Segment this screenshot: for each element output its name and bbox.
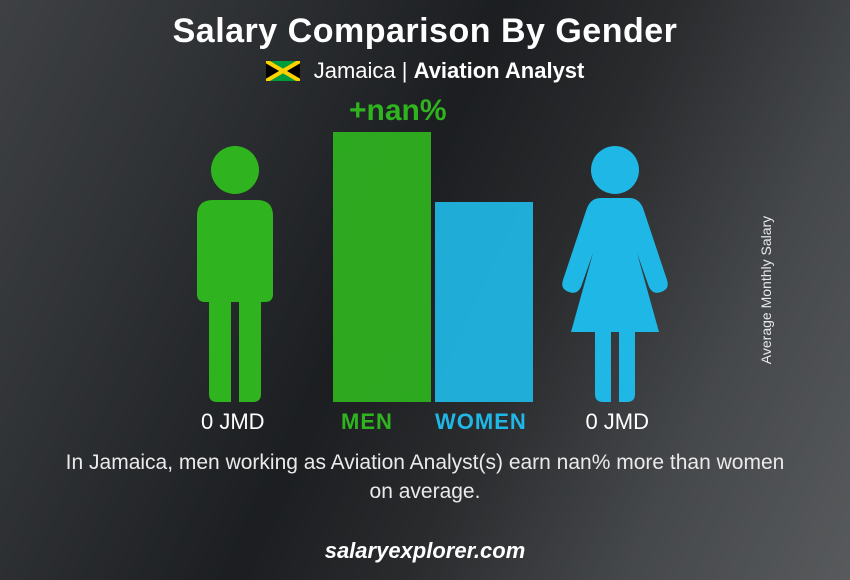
- men-label: MEN: [341, 409, 393, 435]
- separator: |: [396, 58, 414, 83]
- bar-men: [333, 132, 431, 402]
- role-label: Aviation Analyst: [414, 58, 585, 83]
- woman-icon: [555, 142, 675, 402]
- page-title: Salary Comparison By Gender: [0, 12, 850, 51]
- subtitle: Jamaica | Aviation Analyst: [0, 58, 850, 84]
- footer-brand: salaryexplorer.com: [0, 538, 850, 564]
- bar-women: [435, 202, 533, 402]
- women-label: WOMEN: [435, 409, 527, 435]
- gender-bar-chart: +nan% 0 JMD MEN WOMEN 0 JMD: [105, 100, 745, 440]
- y-axis-label: Average Monthly Salary: [758, 216, 774, 364]
- man-icon: [175, 142, 295, 402]
- labels-row: 0 JMD MEN WOMEN 0 JMD: [105, 404, 745, 440]
- difference-label: +nan%: [349, 94, 447, 128]
- infographic-canvas: Salary Comparison By Gender Jamaica | Av…: [0, 0, 850, 580]
- flag-icon: [266, 61, 300, 81]
- country-label: Jamaica: [314, 58, 396, 83]
- summary-text: In Jamaica, men working as Aviation Anal…: [60, 449, 790, 506]
- women-value: 0 JMD: [585, 409, 649, 435]
- men-value: 0 JMD: [201, 409, 265, 435]
